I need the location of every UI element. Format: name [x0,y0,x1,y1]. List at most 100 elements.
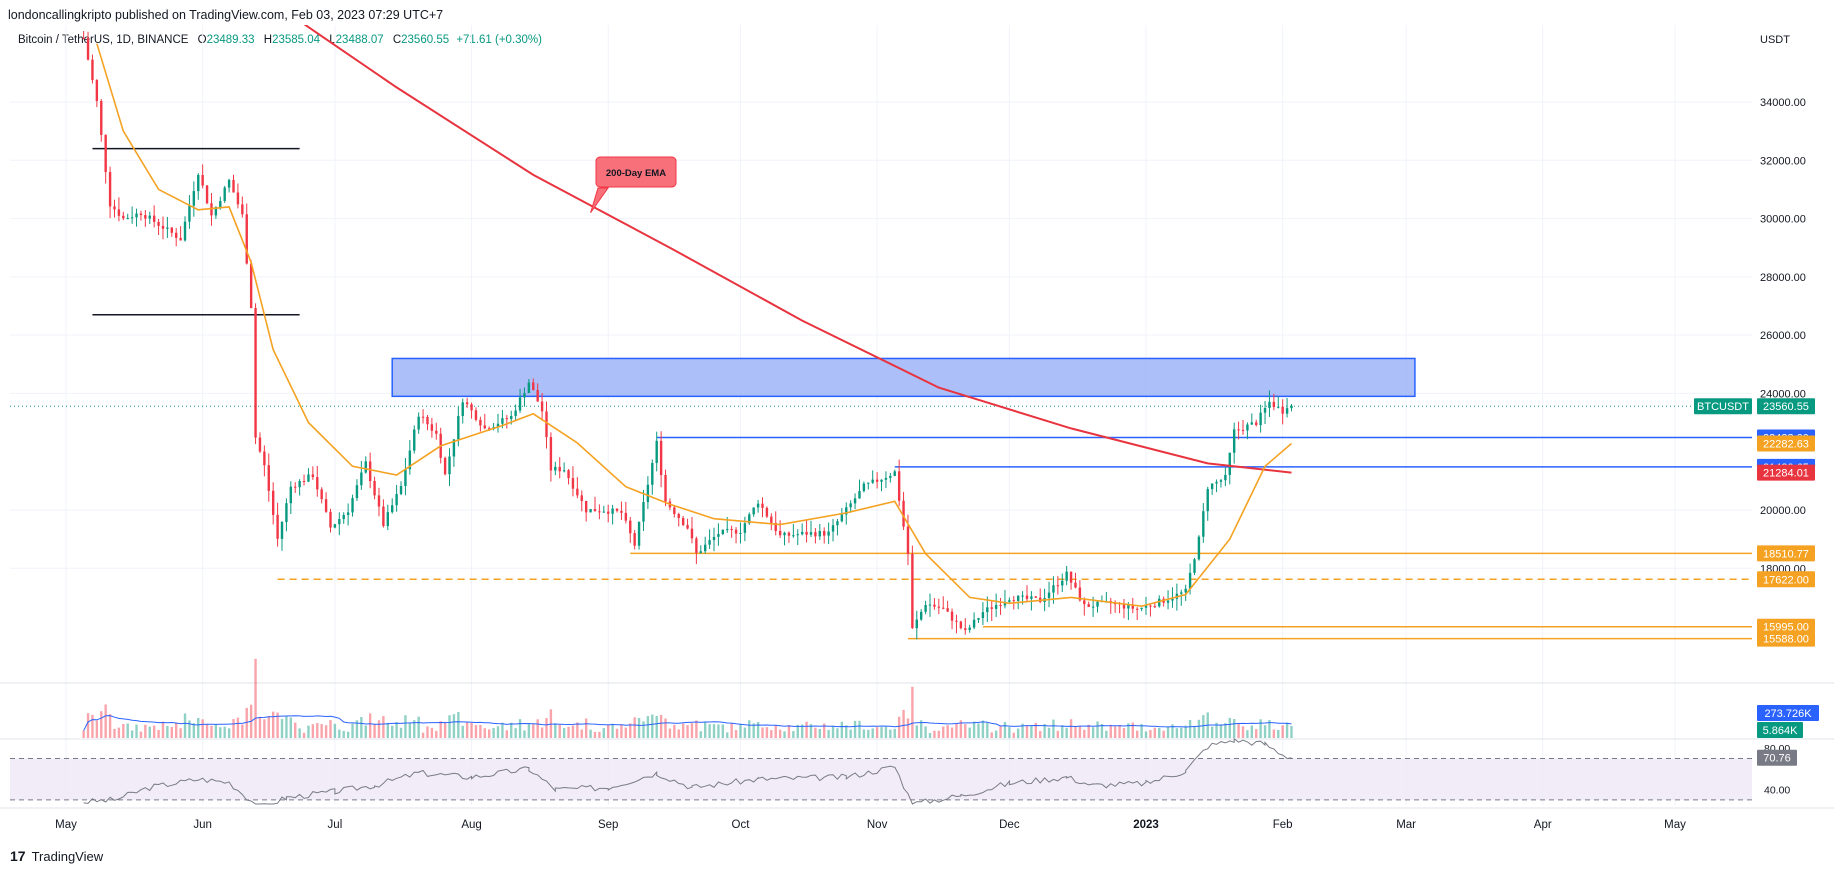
volume-bar [1210,726,1214,738]
volume-bar [496,726,500,738]
price-tick-label: 30000.00 [1760,214,1806,226]
candle-body [558,466,561,472]
volume-bar [959,720,963,738]
time-tick-label: May [55,819,77,831]
volume-bar [1131,722,1134,738]
volume-bar [712,724,716,738]
candle-body [1259,412,1262,426]
price-tag: 23560.55 [1763,401,1809,413]
candle-body [386,512,389,527]
candle-body [964,628,967,631]
symbol-title[interactable]: Bitcoin / TetherUS, 1D, BINANCE [18,34,189,46]
candle-body [1065,571,1068,581]
candle-body [889,475,892,478]
candle-body [1074,582,1077,588]
candle-body [1184,588,1187,593]
candle-body [629,520,632,534]
candle-body [1149,605,1152,607]
volume-bar [1184,725,1187,738]
volume-bar [827,729,830,738]
volume-bar [135,724,138,738]
volume-bar [893,728,896,738]
candle-body [1025,595,1029,599]
volume-bar [333,723,337,738]
volume-bar [1034,722,1038,738]
volume-bar [492,727,495,738]
volume-bar [1008,727,1011,738]
footer-brand[interactable]: 17 TradingView [10,848,103,864]
candle-body [1215,481,1218,484]
volume-bar [139,731,143,738]
open-label: O [197,34,207,46]
volume-bar [730,723,733,738]
volume-bar [673,724,676,738]
rsi-value-tag: 70.76 [1763,753,1791,765]
volume-bar [342,730,345,738]
candle-body [470,404,473,411]
volume-bar [276,712,279,738]
candle-body [942,607,945,609]
candle-body [421,416,425,418]
price-tag: 21284.01 [1763,468,1809,480]
candle-body [814,532,817,537]
candle-body [633,533,636,546]
candle-body [324,499,328,512]
volume-bar [1091,727,1095,738]
candle-body [778,530,782,536]
candle-body [316,477,319,490]
volume-bar [589,729,592,738]
candle-body [598,511,601,513]
candle-body [104,134,107,173]
candle-body [849,503,852,508]
volume-bar [1202,715,1205,738]
volume-bar [659,714,663,738]
volume-bar [664,718,667,738]
volume-bar [554,723,557,738]
candle-body [1224,474,1227,481]
volume-bar [1228,717,1231,738]
volume-bar [919,720,923,738]
candle-body [510,416,513,419]
candle-body [646,484,650,503]
high-value: 23585.04 [272,34,321,46]
volume-bar [175,723,178,738]
candle-body [748,514,751,524]
candle-body [122,215,125,219]
volume-bar [871,728,874,738]
level-tag: 18510.77 [1763,548,1809,560]
volume-bar [157,729,160,738]
volume-bar [1030,725,1033,738]
volume-bar [1193,726,1196,738]
volume-bar [726,732,729,738]
volume-bar [602,728,606,738]
volume-bar [933,730,936,738]
price-tick-label: 24000.00 [1760,388,1806,400]
volume-ma-tag: 273.726K [1764,708,1812,720]
volume-bar [1149,730,1152,738]
volume-bar [862,729,866,738]
volume-bar [770,730,773,738]
candle-body [580,495,583,501]
candle-body [1016,595,1020,601]
volume-bar [800,724,804,738]
volume-bar [717,724,720,738]
candle-body [924,605,927,612]
candle-body [959,621,963,629]
volume-bar [113,728,116,738]
price-tick-label: 32000.00 [1760,155,1806,167]
volume-bar [82,730,85,738]
volume-bar [1135,730,1139,738]
candle-body [1285,408,1289,414]
volume-bar [448,715,451,738]
candle-body [1003,601,1007,606]
volume-bar [1065,727,1068,738]
candle-body [479,419,482,426]
volume-bar [1069,719,1073,738]
volume-bar [845,725,848,738]
candle-body [355,485,359,499]
candle-body [351,498,354,513]
candle-body [139,213,143,216]
candle-body [417,416,420,430]
volume-bar [986,722,989,738]
